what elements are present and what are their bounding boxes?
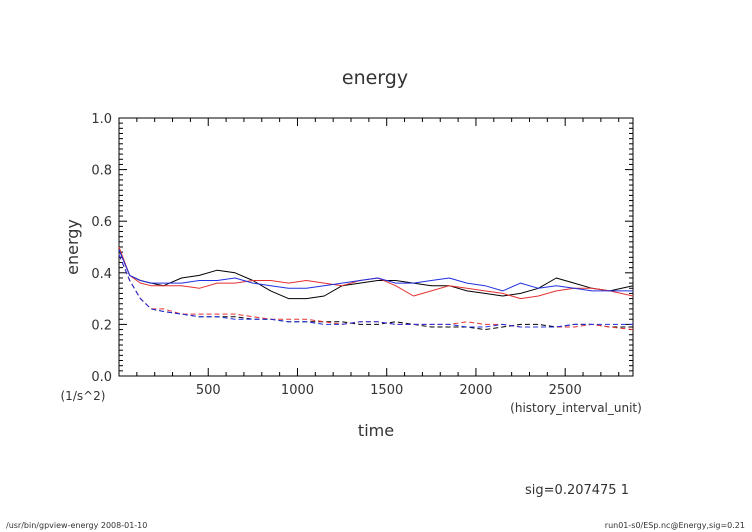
series-lines — [118, 246, 634, 331]
x-axis-label: time — [358, 421, 394, 440]
sig-annotation: sig=0.207475 1 — [525, 483, 629, 498]
y-tick-label: 0.0 — [91, 370, 112, 385]
x-tick-label: 2500 — [549, 383, 582, 398]
series-dashed-blue — [118, 254, 633, 328]
x-axis: 500 1000 1500 2000 2500 — [136, 118, 620, 398]
y-tick-label: 0.6 — [91, 215, 112, 230]
y-tick-label: 0.4 — [91, 267, 112, 282]
series-dashed-red — [118, 254, 634, 331]
x-tick-label: 500 — [196, 383, 221, 398]
series-solid-blue — [118, 249, 633, 292]
x-tick-label: 1500 — [370, 383, 403, 398]
x-tick-label: 2000 — [459, 383, 492, 398]
series-solid-red — [118, 246, 634, 300]
y-tick-label: 1.0 — [91, 112, 112, 127]
x-axis-unit: (history_interval_unit) — [510, 401, 642, 415]
y-axis: 0.0 0.2 0.4 0.6 0.8 1.0 — [91, 112, 633, 385]
chart-title: energy — [342, 67, 408, 89]
y-axis-label: energy — [63, 219, 82, 275]
footer-right: run01-s0/ESp.nc@Energy,sig=0.21 — [605, 521, 745, 530]
x-tick-label: 1000 — [281, 383, 314, 398]
y-tick-label: 0.2 — [91, 318, 112, 333]
y-axis-unit: (1/s^2) — [61, 389, 106, 403]
plot-frame — [118, 117, 634, 377]
series-dashed-black — [118, 254, 633, 331]
footer-left: /usr/bin/gpview-energy 2008-01-10 — [6, 521, 147, 530]
y-tick-label: 0.8 — [91, 164, 112, 179]
